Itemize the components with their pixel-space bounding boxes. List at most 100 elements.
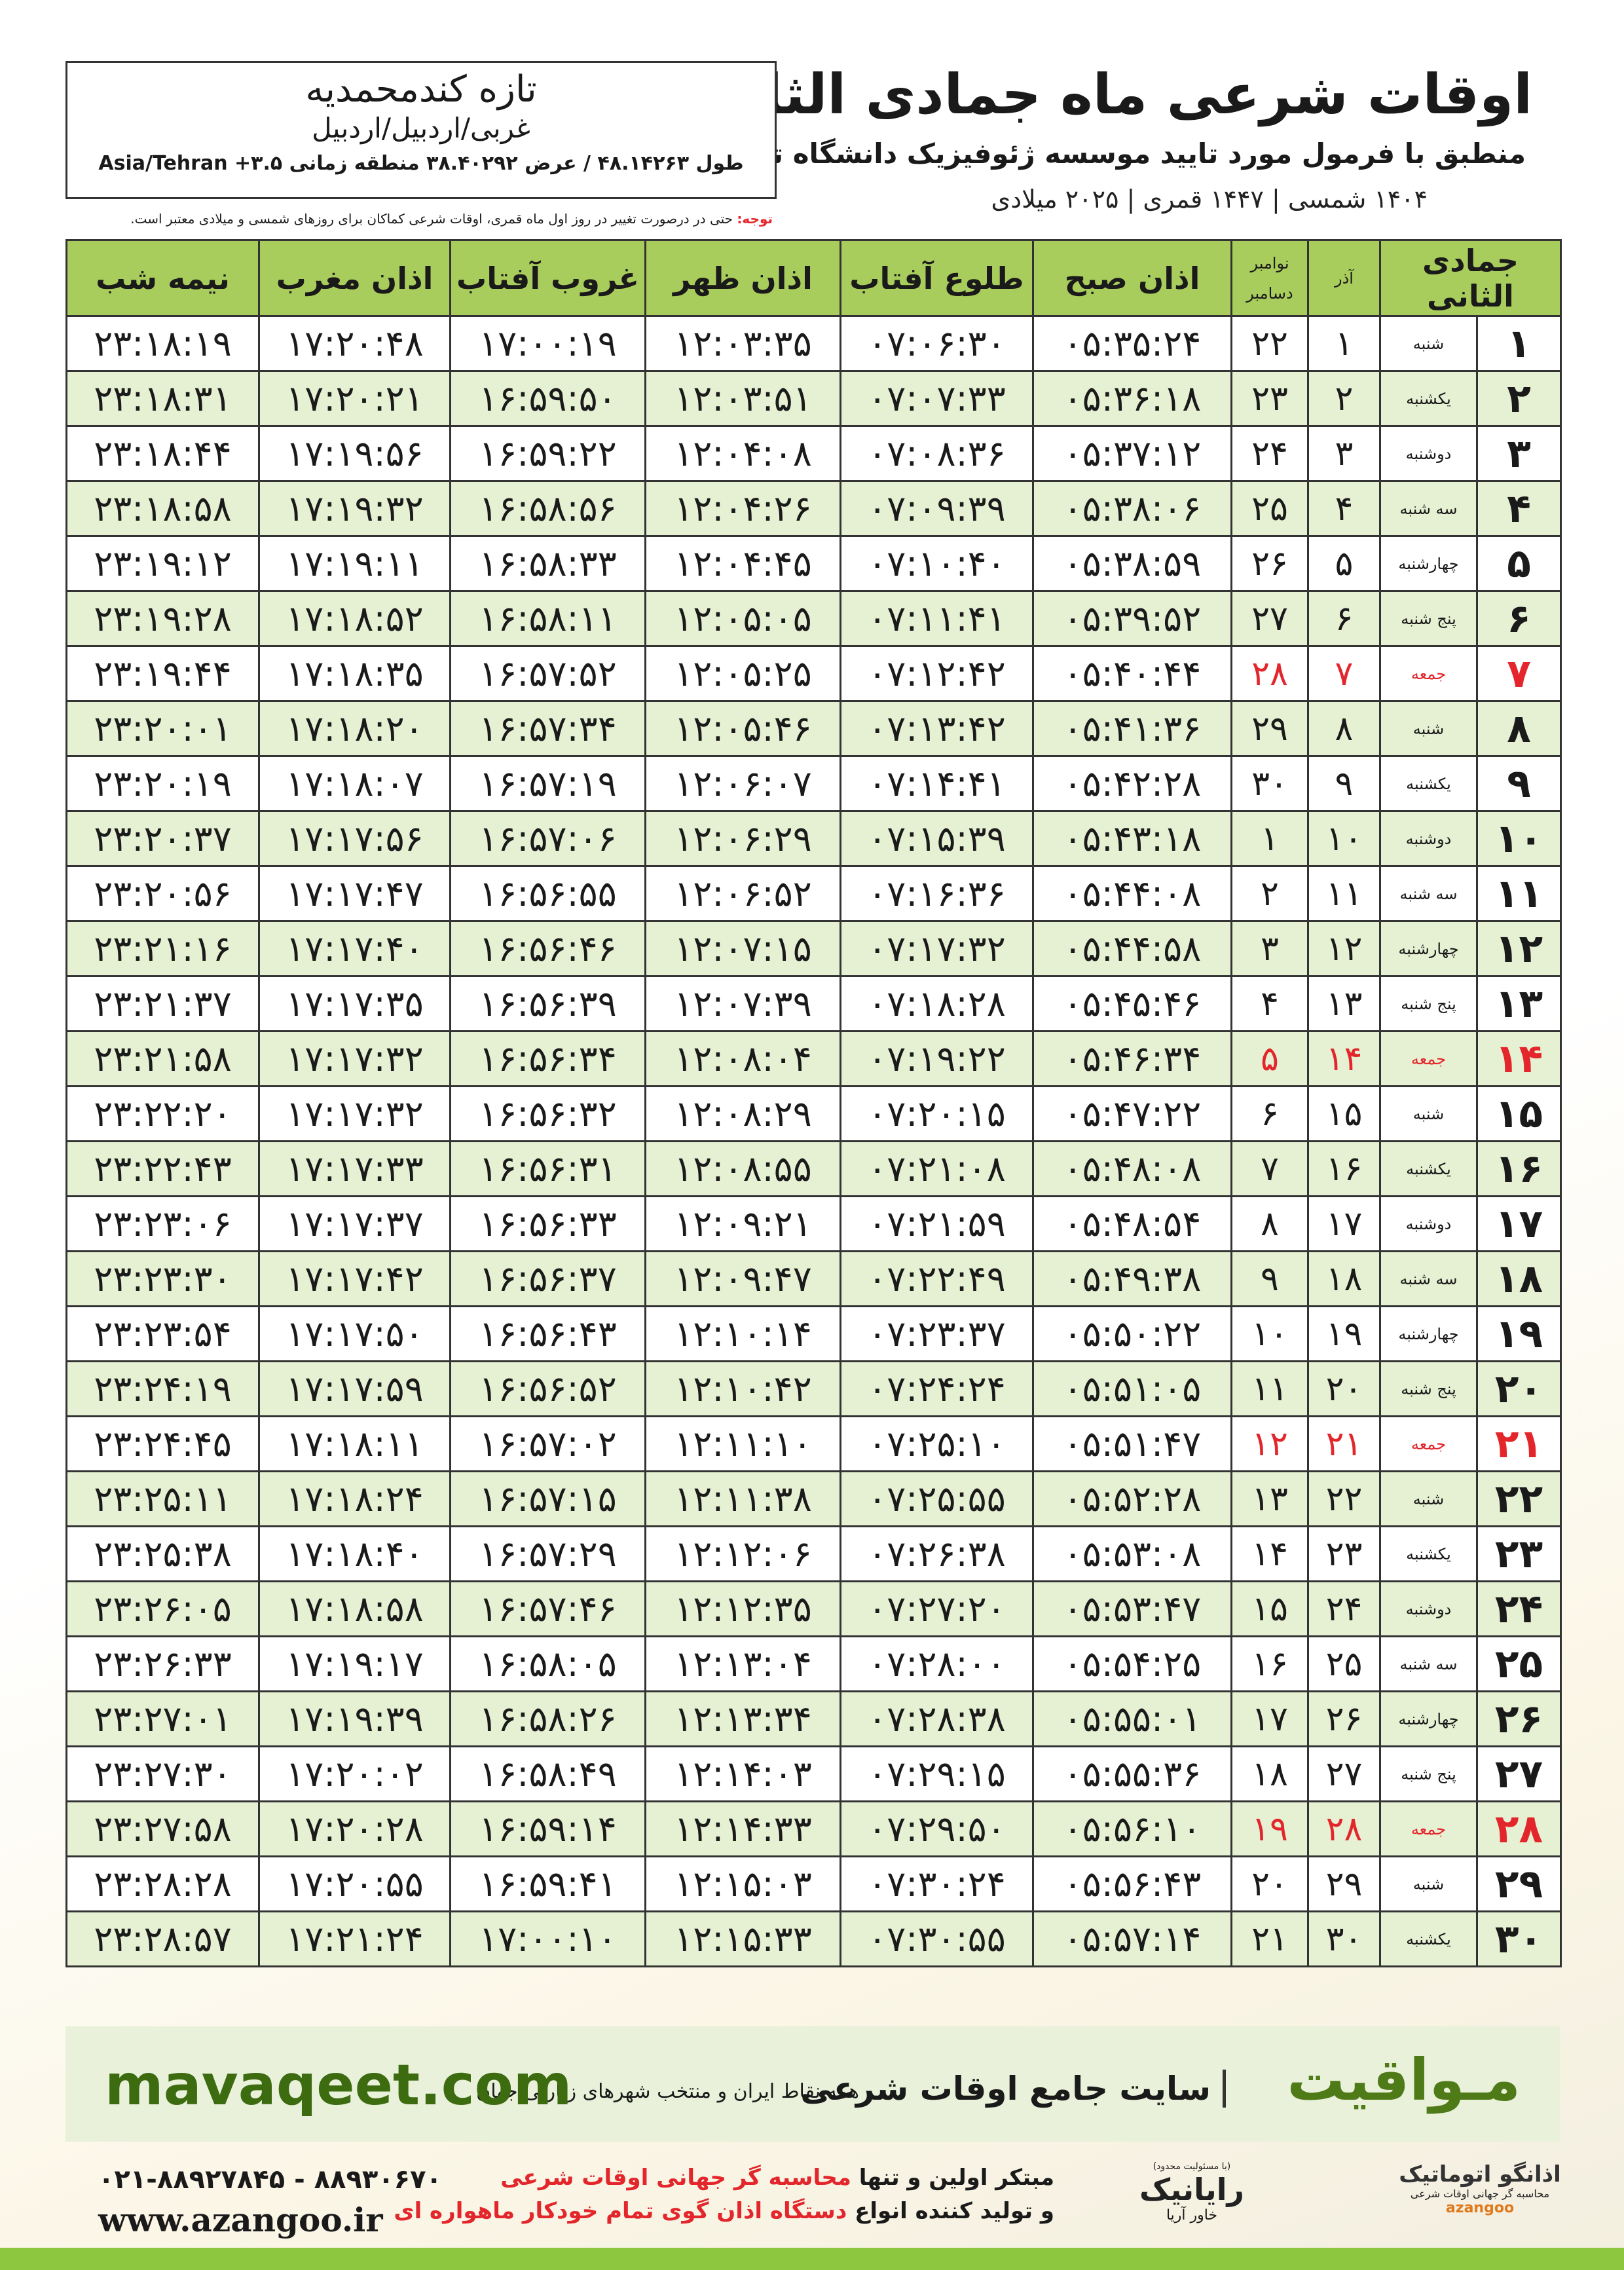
sunset: ۱۶:۵۶:۳۳ [449,1195,646,1252]
azar-day: ۲۸ [1307,1800,1381,1857]
dhuhr: ۱۲:۱۰:۱۴ [644,1305,841,1362]
note: توجه: حتی در درصورت تغییر در روز اول ماه… [65,211,773,227]
sunrise: ۰۷:۲۷:۲۰ [840,1580,1034,1637]
gregorian-day: ۲۹ [1230,700,1309,757]
sunrise: ۰۷:۲۸:۳۸ [840,1690,1034,1747]
sunrise: ۰۷:۱۷:۳۲ [840,920,1034,977]
azar-day: ۲۲ [1307,1470,1381,1527]
hijri-day: ۱ [1476,315,1562,372]
sunset: ۱۶:۵۷:۴۶ [449,1580,646,1637]
logo-sub: خاور آریا [1166,2207,1218,2223]
text: محاسبه گر جهانی اوقات شرعی [500,2165,851,2191]
hijri-day: ۲۶ [1476,1690,1562,1747]
fajr: ۰۵:۵۷:۱۴ [1032,1910,1232,1967]
logo-name: رایانیک [1139,2172,1244,2207]
sunset: ۱۶:۵۷:۲۹ [449,1525,646,1582]
dhuhr: ۱۲:۰۳:۳۵ [644,315,841,372]
gregorian-day: ۱۳ [1230,1470,1309,1527]
col-header: آذر [1307,239,1381,317]
midnight: ۲۳:۱۸:۳۱ [65,370,260,427]
sunrise: ۰۷:۱۴:۴۱ [840,755,1034,812]
sunrise: ۰۷:۱۰:۴۰ [840,535,1034,592]
col-header: نوامبر دسامبر [1230,239,1309,317]
azar-day: ۷ [1307,645,1381,702]
hijri-day: ۹ [1476,755,1562,812]
hijri-day: ۲۵ [1476,1635,1562,1692]
midnight: ۲۳:۲۱:۳۷ [65,975,260,1032]
gregorian-day: ۲۳ [1230,370,1309,427]
gregorian-day: ۵ [1230,1030,1309,1087]
table-row: ۳ دوشنبه ۳ ۲۴ ۰۵:۳۷:۱۲ ۰۷:۰۸:۳۶ ۱۲:۰۴:۰۸ ۱۶:۵۹:… [65,425,1562,482]
fajr: ۰۵:۵۱:۰۵ [1032,1360,1232,1417]
sunset: ۱۶:۵۷:۰۶ [449,810,646,867]
sunset: ۱۶:۵۹:۴۱ [449,1855,646,1912]
website[interactable]: www.azangoo.ir [98,2201,383,2239]
hijri-day: ۷ [1476,645,1562,702]
weekday: چهارشنبه [1378,535,1479,592]
fajr: ۰۵:۵۱:۴۷ [1032,1415,1232,1472]
maghrib: ۱۷:۱۷:۳۷ [258,1195,451,1252]
table-row: ۲۱ جمعه ۲۱ ۱۲ ۰۵:۵۱:۴۷ ۰۷:۲۵:۱۰ ۱۲:۱۱:۱۰ ۱۶:۵۷:… [65,1415,1562,1472]
weekday: دوشنبه [1378,1195,1479,1252]
dhuhr: ۱۲:۰۸:۰۴ [644,1030,841,1087]
sunset: ۱۶:۵۶:۵۵ [449,865,646,922]
azar-day: ۱۸ [1307,1250,1381,1307]
gregorian-day: ۱۶ [1230,1635,1309,1692]
hijri-day: ۱۲ [1476,920,1562,977]
midnight: ۲۳:۲۶:۳۳ [65,1635,260,1692]
azar-day: ۱۶ [1307,1140,1381,1197]
table-row: ۱۳ پنج شنبه ۱۳ ۴ ۰۵:۴۵:۴۶ ۰۷:۱۸:۲۸ ۱۲:۰۷:۳۹ ۱۶:… [65,975,1562,1032]
weekday: سه شنبه [1378,1635,1479,1692]
maghrib: ۱۷:۱۷:۳۲ [258,1085,451,1142]
hijri-day: ۱۰ [1476,810,1562,867]
azar-day: ۲ [1307,370,1381,427]
dhuhr: ۱۲:۰۵:۲۵ [644,645,841,702]
dhuhr: ۱۲:۱۴:۳۳ [644,1800,841,1857]
azar-day: ۹ [1307,755,1381,812]
hijri-day: ۱۶ [1476,1140,1562,1197]
gregorian-day: ۶ [1230,1085,1309,1142]
maghrib: ۱۷:۱۷:۳۲ [258,1030,451,1087]
table-row: ۲۵ سه شنبه ۲۵ ۱۶ ۰۵:۵۴:۲۵ ۰۷:۲۸:۰۰ ۱۲:۱۳:۰۴ ۱۶:… [65,1635,1562,1692]
midnight: ۲۳:۲۰:۵۶ [65,865,260,922]
fajr: ۰۵:۴۴:۵۸ [1032,920,1232,977]
weekday: دوشنبه [1378,810,1479,867]
sunset: ۱۶:۵۶:۳۲ [449,1085,646,1142]
banner: مـواقیت سایت جامع اوقات شرعی همه نقاط ای… [65,2026,1560,2142]
gregorian-day: ۲۶ [1230,535,1309,592]
dhuhr: ۱۲:۱۵:۰۳ [644,1855,841,1912]
sunset: ۱۶:۵۷:۰۲ [449,1415,646,1472]
midnight: ۲۳:۱۸:۵۸ [65,480,260,537]
hijri-day: ۱۱ [1476,865,1562,922]
sunset: ۱۶:۵۶:۵۲ [449,1360,646,1417]
hijri-day: ۲۴ [1476,1580,1562,1637]
fajr: ۰۵:۵۴:۲۵ [1032,1635,1232,1692]
dhuhr: ۱۲:۰۶:۰۷ [644,755,841,812]
midnight: ۲۳:۲۲:۴۳ [65,1140,260,1197]
midnight: ۲۳:۱۸:۴۴ [65,425,260,482]
sunrise: ۰۷:۲۸:۰۰ [840,1635,1034,1692]
midnight: ۲۳:۲۳:۳۰ [65,1250,260,1307]
weekday: سه شنبه [1378,480,1479,537]
sunrise: ۰۷:۰۸:۳۶ [840,425,1034,482]
azar-day: ۱۱ [1307,865,1381,922]
hijri-day: ۲۷ [1476,1745,1562,1802]
midnight: ۲۳:۲۸:۵۷ [65,1910,260,1967]
weekday: چهارشنبه [1378,1690,1479,1747]
site[interactable]: mavaqeet.com [105,2053,572,2118]
maghrib: ۱۷:۱۷:۴۰ [258,920,451,977]
midnight: ۲۳:۱۹:۱۲ [65,535,260,592]
gregorian-day: ۲۵ [1230,480,1309,537]
sunrise: ۰۷:۱۵:۳۹ [840,810,1034,867]
dhuhr: ۱۲:۱۳:۳۴ [644,1690,841,1747]
note-label: توجه: [737,211,773,227]
maghrib: ۱۷:۱۷:۵۹ [258,1360,451,1417]
fajr: ۰۵:۴۳:۱۸ [1032,810,1232,867]
dhuhr: ۱۲:۰۵:۴۶ [644,700,841,757]
location-box: تازه کندمحمدیه غربی/اردبیل/اردبیل طول ۴۸… [65,61,777,199]
midnight: ۲۳:۲۷:۳۰ [65,1745,260,1802]
col-header: اذان مغرب [258,239,451,317]
table-row: ۵ چهارشنبه ۵ ۲۶ ۰۵:۳۸:۵۹ ۰۷:۱۰:۴۰ ۱۲:۰۴:۴۵ ۱۶:۵… [65,535,1562,592]
weekday: یکشنبه [1378,1140,1479,1197]
maghrib: ۱۷:۱۹:۱۷ [258,1635,451,1692]
